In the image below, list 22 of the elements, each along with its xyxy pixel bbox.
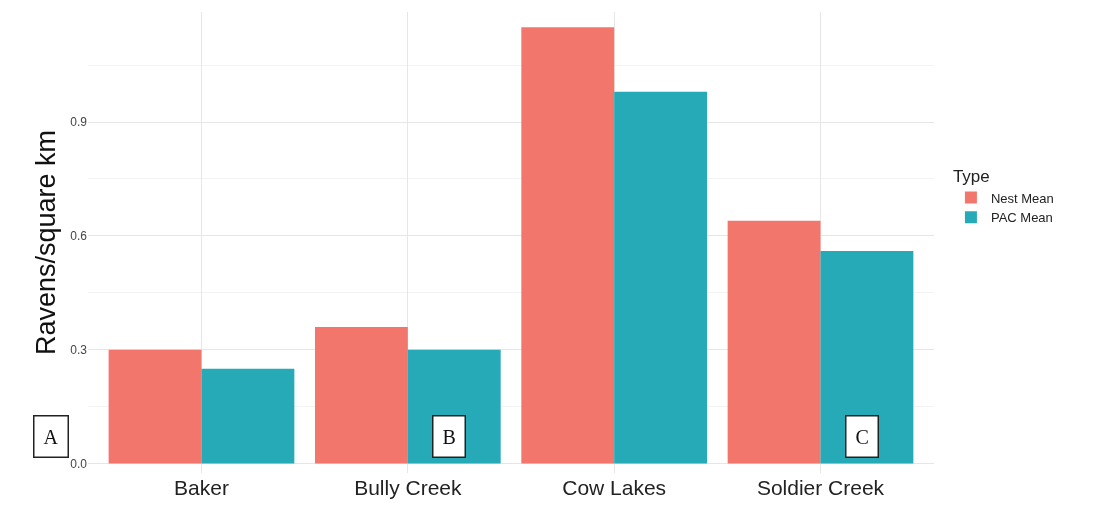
text: A xyxy=(43,425,59,448)
x-tick-label: Soldier Creek xyxy=(756,476,885,499)
x-tick-label: Cow Lakes xyxy=(562,476,667,499)
y-tick-label: 0.3 xyxy=(70,342,88,357)
x-tick-label: Bully Creek xyxy=(354,476,463,499)
bar xyxy=(614,91,708,464)
legend-title: Type xyxy=(952,167,990,187)
x-tick-label: Baker xyxy=(174,476,229,499)
bar xyxy=(820,251,914,464)
y-tick-label: 0.0 xyxy=(70,456,88,471)
y-tick-label: 0.9 xyxy=(70,115,88,130)
annotation: B xyxy=(442,425,456,448)
legend-label: Nest Mean xyxy=(990,190,1054,206)
bar xyxy=(314,326,408,464)
bar xyxy=(108,349,202,464)
annotation: C xyxy=(855,425,869,448)
bar xyxy=(727,220,821,464)
legend-label: PAC Mean xyxy=(990,210,1053,226)
y-axis-title: Ravens/square km xyxy=(31,129,62,356)
y-tick-label: 0.6 xyxy=(70,229,88,244)
bar xyxy=(521,27,615,464)
bar xyxy=(201,368,295,464)
